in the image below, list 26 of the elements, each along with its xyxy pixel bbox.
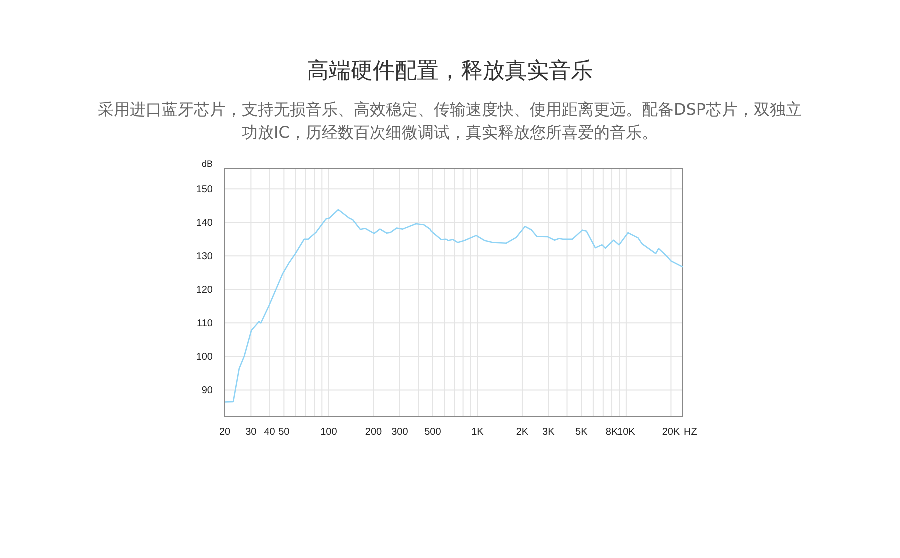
x-tick-label: 40 [264,427,276,438]
y-tick-label: 120 [196,285,214,296]
y-tick-label: 110 [197,318,214,330]
chart-subtitle: 采用进口蓝牙芯片，支持无损音乐、高效稳定、传输速度快、使用距离更远。配备DSP芯片，双独立功放IC，历经数百次细微调试，真实释放您所喜爱的音乐。 [96,99,804,144]
x-tick-label: 20 [219,427,231,438]
x-axis-title: HZ [684,427,698,438]
x-tick-label: 500 [424,427,442,438]
x-tick-label: 300 [392,427,409,438]
x-tick-label: 30 [246,427,258,438]
x-tick-label: 20K [662,427,680,438]
x-tick-label: 3K [542,427,556,438]
y-tick-label: 100 [196,352,214,364]
x-tick-label: 10K [618,427,636,438]
y-tick-label: 130 [196,252,214,263]
x-tick-label: 8K [606,427,618,438]
chart-title: 高端硬件配置，释放真实音乐 [306,58,594,86]
y-tick-label: 90 [202,386,214,397]
x-tick-label: 100 [320,427,338,438]
x-tick-label: 50 [278,427,290,438]
x-tick-label: 2K [516,427,529,438]
y-tick-label: 140 [196,218,214,230]
x-tick-label: 200 [365,427,383,438]
y-tick-label: 150 [196,184,214,196]
x-tick-label: 5K [576,427,588,438]
y-axis-title: dB [202,159,213,169]
x-tick-label: 1K [472,427,484,438]
